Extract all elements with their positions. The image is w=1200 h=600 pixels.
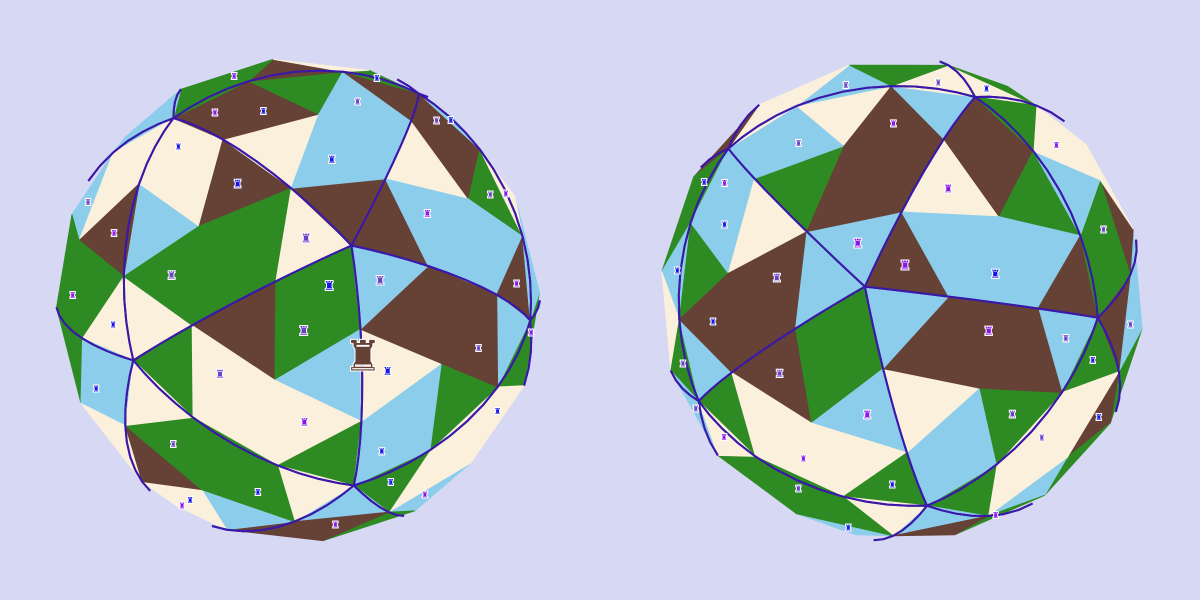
rook-marker[interactable]: ♜	[1094, 412, 1103, 423]
region-border	[124, 358, 357, 533]
rook-marker[interactable]: ♜	[898, 257, 911, 274]
rook-marker[interactable]: ♜	[323, 277, 336, 294]
board-cell[interactable]	[987, 456, 1069, 517]
rook-marker[interactable]: ♜	[527, 327, 536, 338]
rook-marker[interactable]: ♜	[720, 178, 729, 189]
rook-marker[interactable]: ♜	[214, 367, 226, 382]
rook-marker[interactable]: ♜	[210, 107, 219, 118]
right-globe-edges	[669, 60, 1138, 542]
rook-marker[interactable]: ♜	[720, 219, 729, 230]
rook-marker[interactable]: ♜	[799, 453, 808, 464]
rook-marker[interactable]: ♜	[673, 266, 682, 277]
rook-marker[interactable]: ♜	[1099, 225, 1108, 236]
rook-marker[interactable]: ♜	[1052, 140, 1061, 151]
rook-marker[interactable]: ♜	[432, 116, 441, 127]
rook-marker[interactable]: ♜	[374, 272, 387, 288]
board-cell[interactable]	[112, 88, 182, 153]
rook-marker[interactable]: ♜	[700, 177, 709, 188]
rook-marker[interactable]: ♜	[982, 84, 991, 95]
rook-marker[interactable]: ♜	[297, 322, 310, 339]
rook-marker[interactable]: ♜	[253, 487, 262, 498]
rook-marker[interactable]: ♜	[326, 154, 337, 167]
rook-marker[interactable]: ♜	[888, 480, 897, 491]
region-border	[972, 95, 1138, 319]
board-cell[interactable]	[479, 149, 523, 237]
rook-marker[interactable]: ♜	[771, 270, 783, 285]
rook-marker[interactable]: ♜	[486, 190, 495, 201]
board-cell[interactable]	[849, 64, 949, 87]
board-cell[interactable]	[948, 64, 1037, 106]
rook-marker[interactable]: ♜	[377, 446, 387, 458]
region-border	[418, 92, 541, 322]
rook-marker[interactable]: ♜	[493, 406, 502, 417]
rook-marker[interactable]: ♜	[991, 510, 1000, 521]
rook-marker[interactable]: ♜	[109, 228, 118, 239]
rook-marker[interactable]: ♜	[1007, 409, 1017, 422]
rook-marker[interactable]: ♜	[709, 316, 718, 327]
rook-marker[interactable]: ♜	[166, 269, 177, 283]
rook-marker[interactable]: ♜	[92, 384, 101, 395]
rook-marker[interactable]: ♜	[84, 197, 93, 208]
rook-marker[interactable]: ♜	[691, 404, 700, 415]
rook-marker[interactable]: ♜	[300, 230, 313, 246]
rook-marker[interactable]: ♜	[861, 407, 873, 422]
board-cell[interactable]	[124, 359, 194, 427]
rook-marker[interactable]: ♜	[794, 138, 803, 149]
rook-marker[interactable]: ♜	[888, 118, 897, 130]
rook-marker[interactable]: ♜	[512, 278, 521, 289]
rook-marker[interactable]: ♜	[774, 368, 785, 381]
board-cell[interactable]	[272, 58, 370, 73]
rook-marker[interactable]: ♜	[422, 208, 433, 221]
rook-marker[interactable]: ♜	[299, 415, 311, 430]
rook-marker[interactable]: ♜	[678, 358, 687, 369]
rook-marker[interactable]: ♜	[68, 290, 77, 301]
rook-marker[interactable]: ♜	[186, 495, 195, 506]
rook-marker[interactable]: ♜	[1126, 320, 1135, 331]
rook-marker[interactable]: ♜	[982, 323, 994, 339]
rook-marker[interactable]: ♜	[331, 519, 340, 530]
rook-marker[interactable]: ♜	[259, 106, 268, 117]
rook-marker[interactable]: ♜	[420, 490, 429, 501]
rook-marker[interactable]: ♜	[232, 178, 243, 192]
left-globe-edges	[55, 69, 541, 533]
rook-marker[interactable]: ♜	[942, 182, 954, 197]
region-border	[863, 285, 1100, 507]
rook-marker[interactable]: ♜	[844, 523, 853, 534]
rook-marker[interactable]: ♜	[841, 80, 850, 91]
right-globe[interactable]	[661, 64, 1143, 537]
rook-marker[interactable]: ♜	[934, 77, 943, 88]
board-cell[interactable]	[759, 64, 850, 107]
rook-marker[interactable]: ♜	[353, 97, 362, 108]
rook-marker[interactable]: ♜	[230, 71, 239, 82]
rook-marker[interactable]: ♜	[1088, 355, 1097, 366]
rook-marker[interactable]: ♜	[719, 432, 728, 443]
rook-marker[interactable]: ♜	[174, 142, 183, 153]
left-globe-pieces: ♜ ♜ ♜ ♜ ♜ ♜ ♜ ♜ ♜ ♜ ♜ ♜ ♜ ♜ ♜ ♜ ♜ ♜ ♜ ♜ ♜ ♜ ♜ ♜ ♜ ♜ ♜ ♜ ♜ ♜ ♜ ♜ ♜ ♜ ♜ ♜ ♜ ♜	[68, 71, 536, 530]
rook-marker[interactable]: ♜	[794, 484, 803, 495]
region-border	[697, 400, 930, 542]
rook-marker[interactable]: ♜	[177, 500, 186, 511]
rook-marker[interactable]: ♜	[169, 439, 178, 450]
rook-marker[interactable]: ♜	[1037, 433, 1046, 444]
rook-marker[interactable]: ♜	[851, 235, 864, 251]
rook-marker[interactable]: ♜	[989, 266, 1001, 282]
rook-marker[interactable]: ♜	[382, 364, 394, 379]
rook-marker[interactable]: ♜	[386, 477, 395, 488]
board-cell[interactable]	[893, 515, 988, 537]
rook-marker[interactable]: ♜	[372, 73, 381, 84]
selected-rook-piece[interactable]: ♜	[343, 331, 383, 382]
rook-marker[interactable]: ♜	[501, 189, 510, 200]
left-globe[interactable]	[56, 58, 540, 542]
rook-marker[interactable]: ♜	[109, 320, 118, 331]
rook-marker[interactable]: ♜	[474, 343, 483, 354]
board-cell[interactable]	[180, 58, 274, 90]
board-cell[interactable]	[698, 400, 757, 457]
region-border	[350, 244, 532, 487]
rook-marker[interactable]: ♜	[446, 115, 455, 126]
right-globe-pieces: ♜ ♜ ♜ ♜ ♜ ♜ ♜ ♜ ♜ ♜ ♜ ♜ ♜ ♜ ♜ ♜ ♜ ♜ ♜ ♜ ♜ ♜ ♜ ♜ ♜ ♜ ♜ ♜ ♜ ♜ ♜ ♜ ♜ ♜	[673, 77, 1135, 534]
rook-marker[interactable]: ♜	[1061, 334, 1071, 346]
